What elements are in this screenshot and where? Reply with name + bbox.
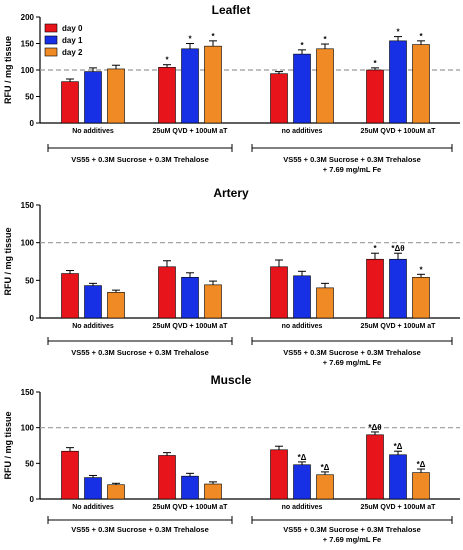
bar bbox=[181, 277, 199, 319]
bar bbox=[107, 292, 125, 319]
bar bbox=[84, 477, 102, 500]
group-label: 25uM QVD + 100uM aT bbox=[361, 128, 437, 135]
bracket-label: VS55 + 0.3M Sucrose + 0.3M Trehalose bbox=[283, 155, 421, 164]
bar bbox=[181, 48, 199, 124]
y-tick-label: 150 bbox=[21, 201, 35, 210]
bar bbox=[412, 44, 430, 124]
group-label: 25uM QVD + 100uM aT bbox=[361, 504, 437, 511]
bar bbox=[316, 474, 334, 500]
bar bbox=[293, 464, 311, 500]
y-tick-label: 100 bbox=[21, 239, 35, 248]
bar bbox=[61, 273, 79, 319]
y-axis-label: RFU / mg tissue bbox=[3, 227, 13, 295]
y-tick-label: 150 bbox=[21, 40, 35, 49]
y-tick-label: 50 bbox=[25, 93, 34, 102]
panel-title: Leaflet bbox=[212, 3, 251, 17]
bar bbox=[204, 284, 222, 319]
group-label: 25uM QVD + 100uM aT bbox=[153, 323, 229, 330]
significance-label: *Δθ bbox=[368, 423, 381, 432]
bar bbox=[412, 472, 430, 500]
y-axis-label: RFU / mg tissue bbox=[3, 411, 13, 479]
group-label: No additives bbox=[72, 504, 114, 511]
significance-label: * bbox=[373, 244, 377, 253]
bar bbox=[293, 275, 311, 319]
bar bbox=[270, 73, 288, 124]
legend-label: day 0 bbox=[62, 24, 83, 33]
bracket-label: VS55 + 0.3M Sucrose + 0.3M Trehalose bbox=[71, 348, 209, 357]
legend-swatch bbox=[44, 23, 58, 33]
bar bbox=[158, 67, 176, 124]
y-axis-label: RFU / mg tissue bbox=[3, 36, 13, 104]
significance-label: * bbox=[300, 41, 304, 50]
y-tick-label: 150 bbox=[21, 388, 35, 397]
legend-label: day 2 bbox=[62, 48, 83, 57]
significance-label: * bbox=[211, 32, 215, 41]
bar bbox=[316, 48, 334, 124]
bracket-label-sub: + 7.69 mg/mL Fe bbox=[323, 535, 381, 544]
legend-label: day 1 bbox=[62, 36, 83, 45]
bar bbox=[270, 266, 288, 319]
bar bbox=[107, 68, 125, 124]
bar bbox=[316, 287, 334, 319]
group-label: no additives bbox=[282, 323, 323, 330]
bar bbox=[84, 285, 102, 319]
significance-label: * bbox=[165, 56, 169, 65]
bar bbox=[412, 277, 430, 319]
significance-label: *Δ bbox=[417, 460, 426, 469]
group-label: 25uM QVD + 100uM aT bbox=[361, 323, 437, 330]
significance-label: *Δθ bbox=[391, 244, 404, 253]
bracket-label-sub: + 7.69 mg/mL Fe bbox=[323, 358, 381, 367]
group-label: no additives bbox=[282, 504, 323, 511]
significance-label: *Δ bbox=[298, 453, 307, 462]
y-tick-label: 200 bbox=[21, 13, 35, 22]
panel-title: Muscle bbox=[211, 373, 252, 387]
y-tick-label: 0 bbox=[30, 495, 35, 504]
group-label: no additives bbox=[282, 128, 323, 135]
legend-swatch bbox=[44, 35, 58, 45]
bar bbox=[389, 258, 407, 319]
bar bbox=[270, 449, 288, 500]
significance-label: * bbox=[396, 28, 400, 37]
y-tick-label: 50 bbox=[25, 459, 34, 468]
y-tick-label: 100 bbox=[21, 424, 35, 433]
bar bbox=[158, 266, 176, 319]
bracket-label: VS55 + 0.3M Sucrose + 0.3M Trehalose bbox=[71, 525, 209, 534]
y-tick-label: 0 bbox=[30, 119, 35, 128]
group-label: No additives bbox=[72, 128, 114, 135]
y-tick-label: 50 bbox=[25, 276, 34, 285]
bar bbox=[389, 454, 407, 500]
group-label: 25uM QVD + 100uM aT bbox=[153, 504, 229, 511]
bracket-label: VS55 + 0.3M Sucrose + 0.3M Trehalose bbox=[283, 525, 421, 534]
legend-swatch bbox=[44, 47, 58, 57]
significance-label: * bbox=[419, 265, 423, 274]
bar bbox=[61, 81, 79, 124]
significance-label: *Δ bbox=[321, 463, 330, 472]
bar bbox=[204, 483, 222, 500]
significance-label: * bbox=[419, 32, 423, 41]
group-label: 25uM QVD + 100uM aT bbox=[153, 128, 229, 135]
significance-label: * bbox=[323, 35, 327, 44]
panel-title: Artery bbox=[213, 186, 249, 200]
bar bbox=[84, 71, 102, 124]
bar bbox=[366, 258, 384, 319]
y-tick-label: 100 bbox=[21, 66, 35, 75]
group-label: No additives bbox=[72, 323, 114, 330]
bar bbox=[158, 455, 176, 500]
bar bbox=[293, 53, 311, 124]
significance-label: * bbox=[373, 59, 377, 68]
bar bbox=[204, 45, 222, 124]
bar bbox=[181, 475, 199, 500]
bracket-label: VS55 + 0.3M Sucrose + 0.3M Trehalose bbox=[283, 348, 421, 357]
bar bbox=[389, 40, 407, 124]
bar bbox=[366, 434, 384, 500]
y-tick-label: 0 bbox=[30, 314, 35, 323]
bracket-label-sub: + 7.69 mg/mL Fe bbox=[323, 165, 381, 174]
bar bbox=[107, 484, 125, 500]
bar bbox=[366, 69, 384, 124]
significance-label: * bbox=[188, 35, 192, 44]
bracket-label: VS55 + 0.3M Sucrose + 0.3M Trehalose bbox=[71, 155, 209, 164]
bar bbox=[61, 450, 79, 500]
significance-label: *Δ bbox=[394, 442, 403, 451]
